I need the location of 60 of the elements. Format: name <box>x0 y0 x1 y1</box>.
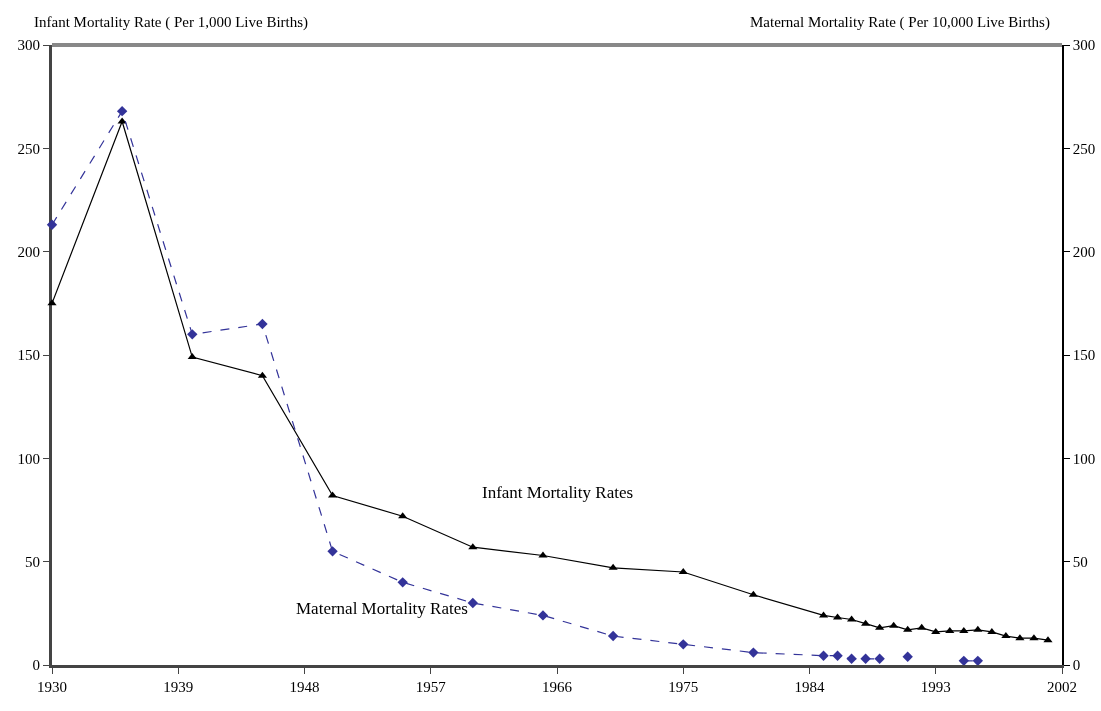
point <box>903 625 913 632</box>
point <box>257 318 268 330</box>
point <box>327 546 338 557</box>
point <box>959 626 969 633</box>
point <box>1043 636 1053 643</box>
point <box>860 653 871 664</box>
point <box>832 650 843 661</box>
point <box>608 563 618 570</box>
x-tick-label: 1948 <box>289 679 320 695</box>
point <box>678 639 689 650</box>
point <box>1001 632 1011 639</box>
x-tick-label: 1993 <box>920 679 951 695</box>
point <box>889 621 899 628</box>
point <box>607 630 619 642</box>
y2-tick-label: 300 <box>1072 37 1096 54</box>
y2-tick-label: 50 <box>1072 553 1088 570</box>
y2-tick-label: 100 <box>1072 450 1096 467</box>
y-tick-label: 0 <box>32 657 40 674</box>
point <box>875 623 885 630</box>
x-tick-label: 1957 <box>415 679 447 695</box>
point <box>917 623 927 630</box>
y-tick-label: 50 <box>25 553 40 570</box>
x-tick-label: 1939 <box>163 679 194 695</box>
point <box>187 329 198 340</box>
point <box>46 219 58 230</box>
point <box>945 626 955 633</box>
x-tick-label: 1930 <box>37 679 67 695</box>
point <box>1029 634 1039 641</box>
point <box>987 627 997 634</box>
point <box>537 610 549 621</box>
y-tick-label: 200 <box>17 243 40 260</box>
y2-tick-label: 0 <box>1072 657 1081 674</box>
x-tick-label: 1984 <box>794 679 825 695</box>
point <box>467 597 479 609</box>
y-tick-label: 150 <box>17 347 40 364</box>
point <box>116 105 128 117</box>
y-tick-label: 300 <box>17 37 40 54</box>
point <box>468 543 478 550</box>
point <box>846 653 857 664</box>
point <box>398 512 408 519</box>
x-tick-label: 1966 <box>542 679 573 695</box>
y-tick-label: 100 <box>17 450 40 467</box>
point <box>748 647 759 658</box>
y2-tick-label: 150 <box>1072 347 1096 364</box>
y2-tick-label: 250 <box>1072 140 1096 157</box>
text: Infant Mortality Rates <box>482 483 634 502</box>
x-tick-label: 1975 <box>668 679 699 695</box>
y-axis-title: Infant Mortality Rate ( Per 1,000 Live Births) <box>34 14 309 31</box>
point <box>397 577 408 588</box>
y-tick-label: 250 <box>17 140 40 157</box>
point <box>818 650 829 661</box>
y2-tick-label: 200 <box>1072 243 1096 260</box>
point <box>874 653 885 664</box>
x-tick-label: 2002 <box>1047 679 1077 695</box>
point <box>973 625 983 632</box>
y2-axis-title: Maternal Mortality Rate ( Per 10,000 Live Births) <box>750 14 1050 31</box>
point <box>931 627 941 634</box>
point <box>902 651 913 662</box>
point <box>187 353 197 360</box>
series-label: Maternal Mortality Rates <box>296 599 468 618</box>
